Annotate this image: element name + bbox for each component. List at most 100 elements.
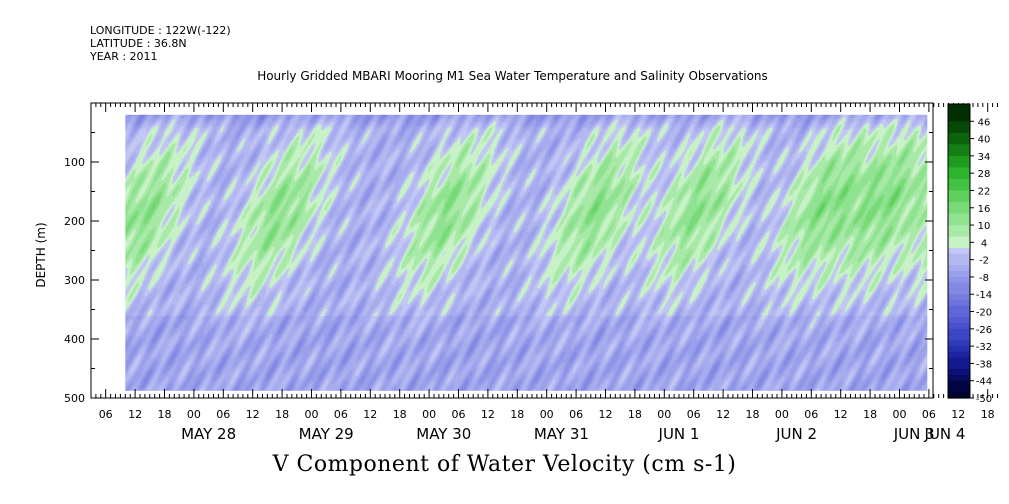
colorbar-swatch (948, 213, 970, 220)
colorbar-label: -2 (979, 256, 989, 267)
y-tick-label: 100 (64, 156, 85, 169)
x-hour-label: 12 (599, 408, 613, 421)
x-hour-label: 12 (951, 408, 965, 421)
colorbar-swatch (948, 317, 970, 324)
colorbar-swatch (948, 138, 970, 145)
colorbar-swatch (948, 242, 970, 249)
plot-area (91, 103, 933, 398)
colorbar-label: 4 (981, 238, 987, 249)
x-hour-label: 06 (216, 408, 230, 421)
colorbar-label: -44 (976, 377, 992, 388)
x-day-label: JUN 1 (658, 425, 700, 443)
x-day-label: MAY 30 (416, 425, 471, 443)
chart-title: Hourly Gridded MBARI Mooring M1 Sea Wate… (257, 69, 768, 83)
colorbar-frame (947, 103, 971, 399)
x-hour-label: 18 (628, 408, 642, 421)
x-hour-label: 06 (569, 408, 583, 421)
colorbar-label: -38 (976, 359, 992, 370)
colorbar-swatch (948, 271, 970, 278)
colorbar-swatch (948, 104, 970, 111)
colorbar-swatch (948, 294, 970, 301)
colorbar-swatch (948, 369, 970, 376)
year-label: YEAR : 2011 (90, 50, 158, 63)
x-hour-label: 06 (452, 408, 466, 421)
x-hour-label: 18 (863, 408, 877, 421)
colorbar-swatch (948, 109, 970, 117)
colorbar-swatch (948, 115, 970, 122)
colorbar-label: 22 (978, 186, 991, 197)
x-hour-label: 06 (687, 408, 701, 421)
x-hour-label: 18 (746, 408, 760, 421)
colorbar-label: -26 (976, 325, 992, 336)
colorbar-swatch (948, 300, 970, 307)
x-hour-label: 06 (922, 408, 936, 421)
y-tick-label: 500 (64, 392, 85, 405)
x-hour-label: 12 (246, 408, 260, 421)
colorbar-swatch (948, 288, 970, 295)
x-hour-label: 06 (99, 408, 113, 421)
colorbar-swatch (948, 305, 970, 313)
x-axis-labels: 06 12 18 00 06 12 18 00 06 12 18 00 06 12 18 00 06 12 18 00… (99, 408, 995, 443)
colorbar: 46 40 34 28 22 16 10 4 -2 -8 -14 -20 -26 -32 -38 -44 -50 (947, 103, 992, 405)
colorbar-swatch (948, 323, 970, 330)
x-day-label: MAY 29 (299, 425, 354, 443)
colorbar-swatch (948, 374, 970, 382)
colorbar-swatch (948, 132, 970, 140)
x-hour-label: 12 (481, 408, 495, 421)
x-day-label: JUN 4 (924, 425, 966, 443)
x-day-label: MAY 28 (181, 425, 236, 443)
x-day-label: JUN 2 (775, 425, 817, 443)
colorbar-swatch (948, 202, 970, 209)
x-axis-ticks (90, 103, 998, 398)
colorbar-label: 40 (978, 135, 991, 146)
x-hour-label: 18 (981, 408, 995, 421)
colorbar-label: -14 (976, 290, 992, 301)
x-day-label: MAY 31 (534, 425, 589, 443)
colorbar-swatch (948, 121, 970, 128)
y-tick-label: 300 (64, 274, 85, 287)
colorbar-swatch (948, 259, 970, 267)
colorbar-swatch (948, 173, 970, 180)
colorbar-swatch (948, 276, 970, 284)
x-hour-label: 18 (393, 408, 407, 421)
colorbar-label: -50 (976, 394, 992, 405)
colorbar-label: -8 (979, 273, 989, 284)
x-hour-label: 06 (804, 408, 818, 421)
colorbar-swatch (948, 167, 970, 174)
colorbar-swatch (948, 144, 970, 151)
colorbar-swatch (948, 334, 970, 341)
colorbar-label: 28 (978, 169, 991, 180)
x-hour-label: 12 (363, 408, 377, 421)
x-hour-label: 00 (540, 408, 554, 421)
x-hour-label: 12 (834, 408, 848, 421)
latitude-label: LATITUDE : 36.8N (90, 37, 187, 50)
colorbar-swatch (948, 357, 970, 365)
colorbar-label: -20 (976, 308, 992, 319)
y-axis: 100 200 300 400 500 (64, 102, 933, 405)
colorbar-label: -32 (976, 342, 992, 353)
colorbar-swatch (948, 392, 970, 399)
x-hour-label: 00 (657, 408, 671, 421)
longitude-label: LONGITUDE : 122W(-122) (90, 24, 231, 37)
x-hour-label: 12 (716, 408, 730, 421)
colorbar-swatch (948, 161, 970, 169)
colorbar-swatch (948, 351, 970, 359)
colorbar-swatch (948, 386, 970, 393)
x-hour-label: 00 (775, 408, 789, 421)
y-axis-label: DEPTH (m) (34, 222, 48, 287)
colorbar-swatch (948, 328, 970, 336)
colorbar-swatch (948, 282, 970, 290)
colorbar-label: 10 (978, 221, 991, 232)
colorbar-swatch (948, 207, 970, 215)
colorbar-swatch (948, 219, 970, 226)
colorbar-swatch (948, 253, 970, 261)
x-hour-label: 00 (422, 408, 436, 421)
colorbar-label: 34 (978, 152, 991, 163)
colorbar-swatch (948, 311, 970, 318)
y-tick-label: 200 (64, 215, 85, 228)
colorbar-swatch (948, 190, 970, 197)
colorbar-swatch (948, 127, 970, 134)
colorbar-swatch (948, 184, 970, 192)
